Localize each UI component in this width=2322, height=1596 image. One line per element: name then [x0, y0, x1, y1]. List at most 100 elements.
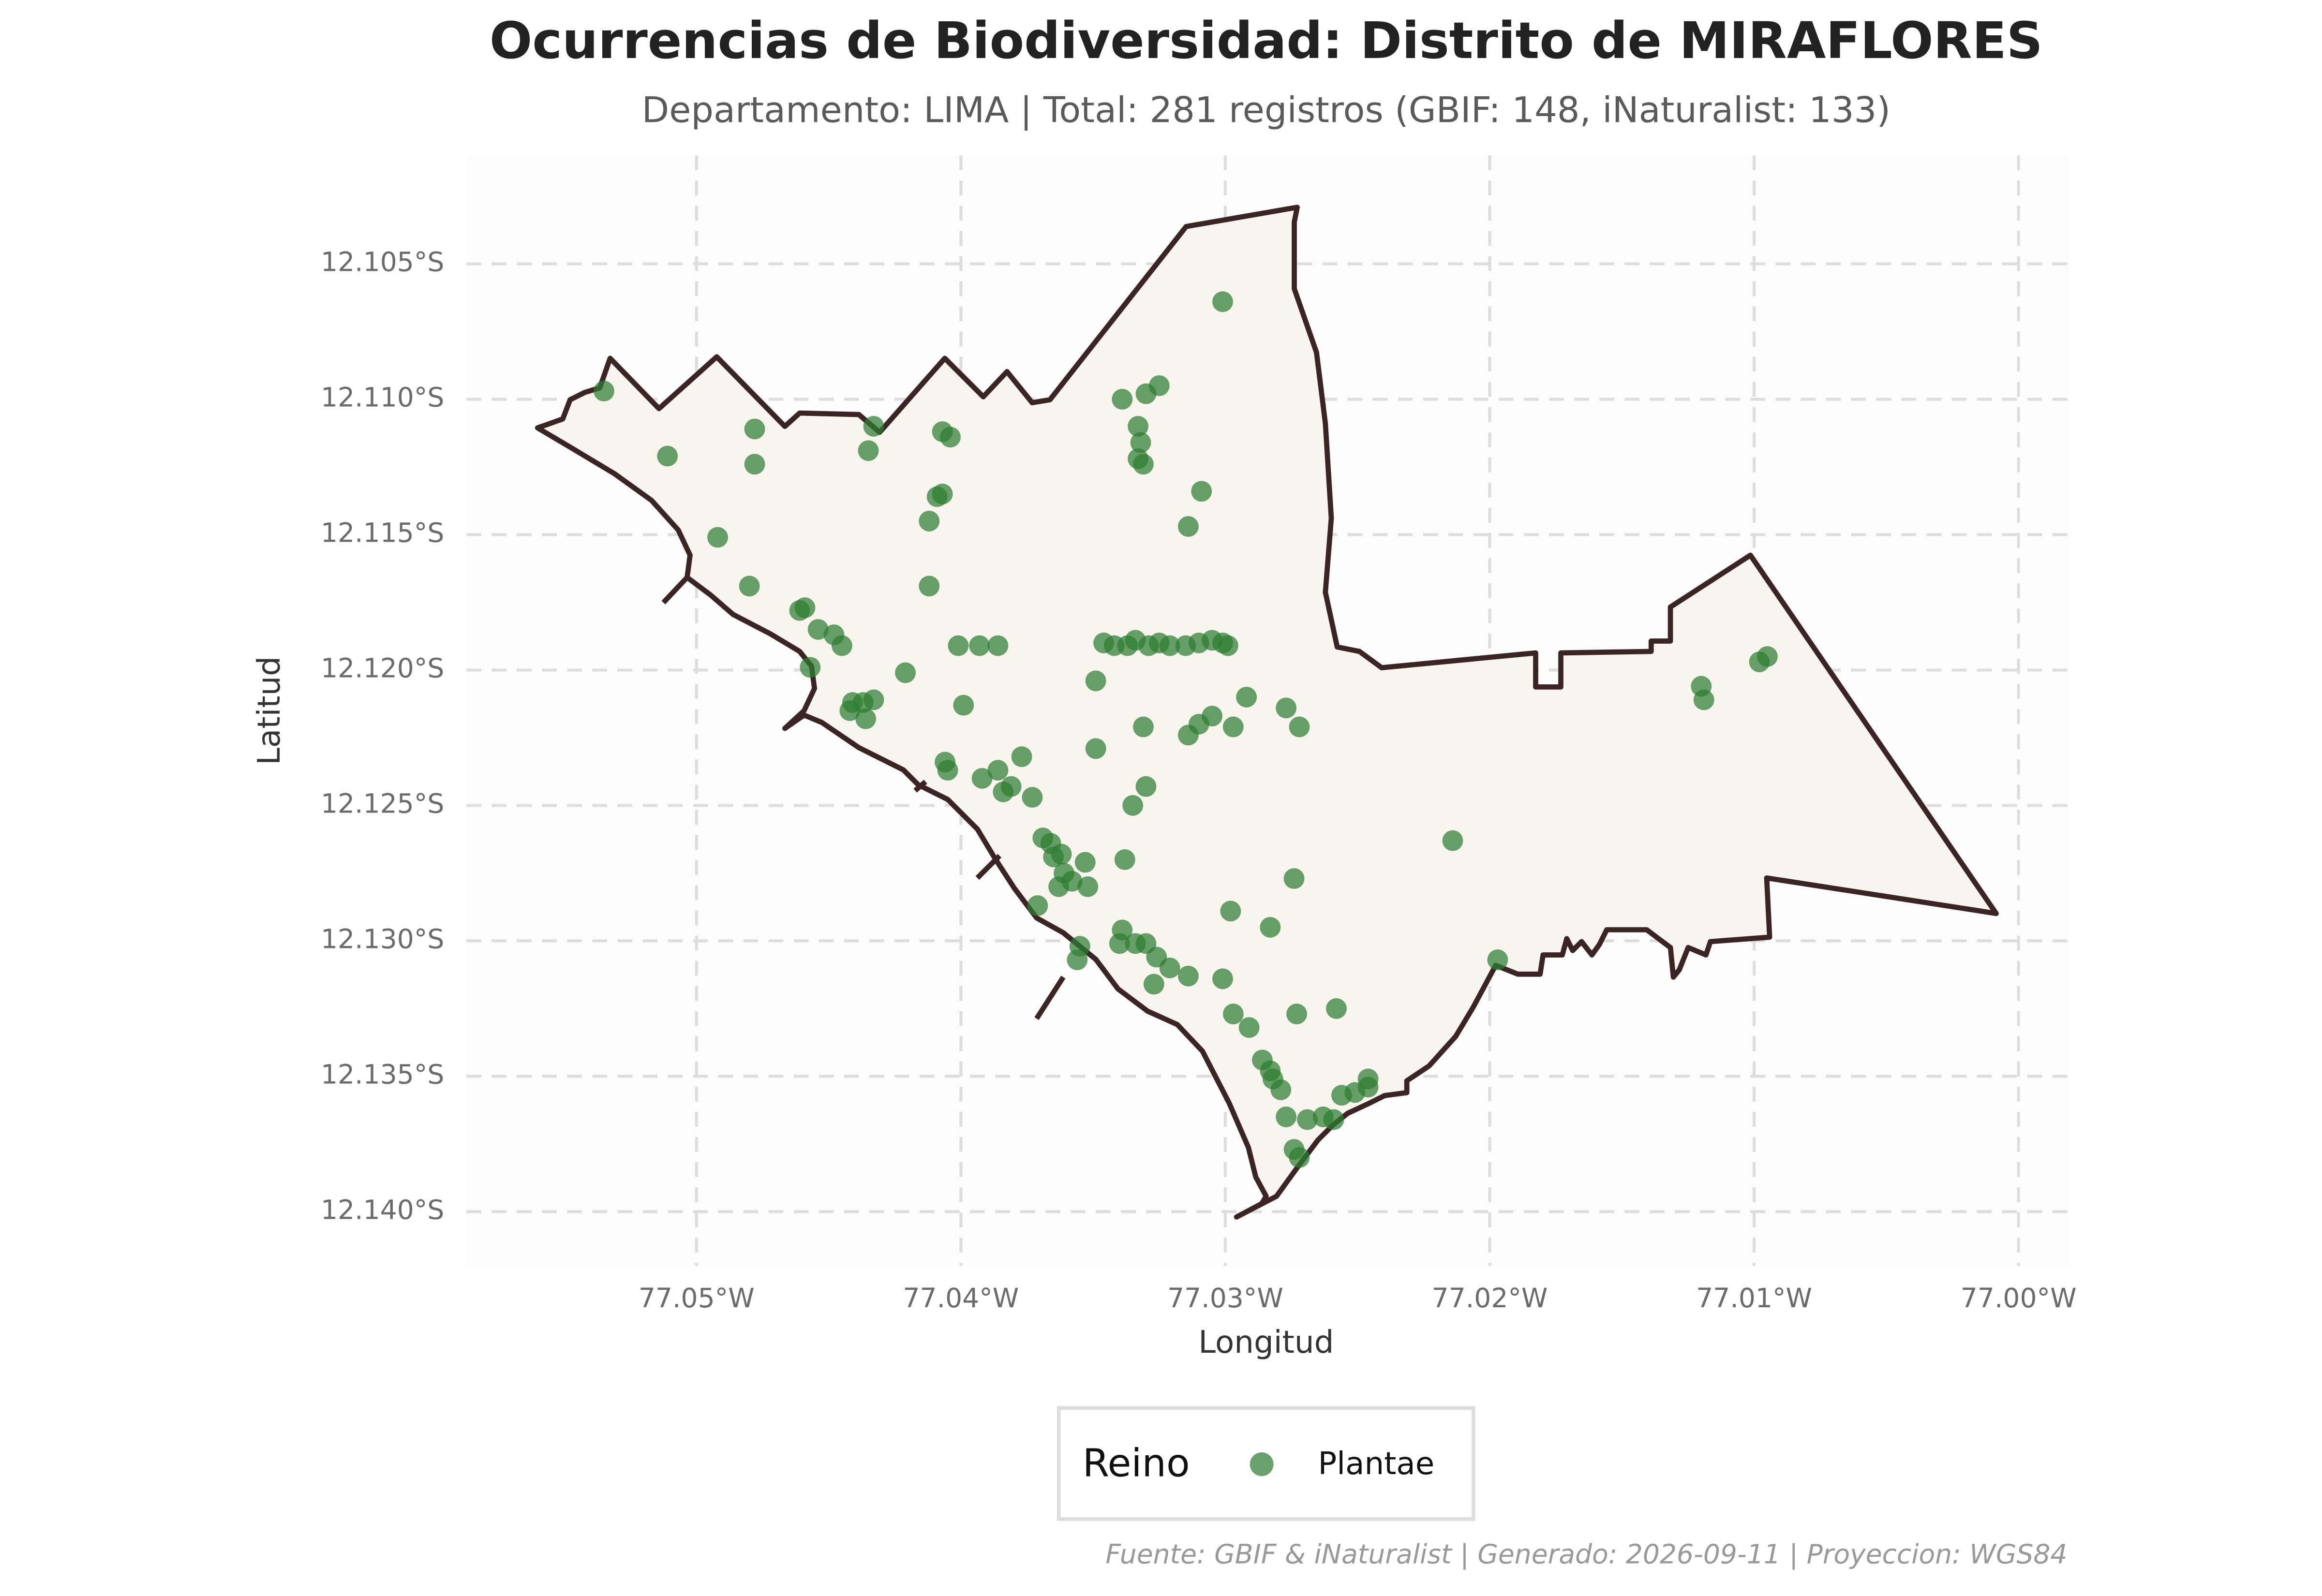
- occurrence-point: [1326, 998, 1347, 1019]
- occurrence-point: [1296, 1109, 1318, 1130]
- occurrence-point: [1217, 635, 1238, 656]
- y-axis-label: Latitud: [251, 656, 287, 765]
- occurrence-point: [863, 689, 884, 710]
- occurrence-point: [1220, 901, 1241, 922]
- occurrence-point: [987, 635, 1009, 656]
- occurrence-point: [1077, 876, 1099, 897]
- occurrence-point: [1011, 746, 1032, 768]
- occurrence-point: [1109, 933, 1130, 954]
- occurrence-point: [1074, 852, 1096, 873]
- occurrence-point: [1757, 646, 1778, 667]
- occurrence-point: [971, 768, 993, 789]
- occurrence-point: [1135, 776, 1157, 797]
- occurrence-point: [839, 700, 861, 721]
- occurrence-point: [800, 657, 821, 678]
- district-boundary: [535, 205, 1999, 1220]
- occurrence-point: [1442, 830, 1463, 851]
- occurrence-point: [863, 415, 884, 437]
- occurrence-point: [1000, 776, 1022, 797]
- occurrence-point: [744, 454, 765, 475]
- occurrence-point: [1693, 689, 1714, 710]
- occurrence-point: [1133, 716, 1154, 738]
- occurrence-point: [1487, 949, 1508, 970]
- legend-label: Plantae: [1318, 1446, 1434, 1482]
- occurrence-point: [1212, 968, 1233, 990]
- occurrence-point: [1357, 1068, 1379, 1090]
- occurrence-point: [1222, 1004, 1244, 1024]
- occurrence-point: [707, 527, 728, 548]
- occurrence-point: [739, 576, 760, 597]
- y-tick-label: 12.140°S: [321, 1194, 444, 1225]
- occurrence-point: [937, 760, 958, 781]
- occurrence-point: [1178, 965, 1199, 987]
- occurrence-point: [1289, 1147, 1310, 1168]
- occurrence-point: [1114, 849, 1135, 870]
- occurrence-point: [807, 619, 829, 640]
- y-tick-label: 12.110°S: [321, 382, 444, 413]
- x-tick-label: 77.01°W: [1696, 1283, 1812, 1314]
- occurrence-point: [919, 576, 940, 597]
- occurrence-point: [969, 635, 990, 656]
- occurrence-point: [1112, 388, 1133, 410]
- occurrence-point: [1027, 895, 1048, 916]
- occurrence-point: [657, 445, 678, 467]
- occurrence-point: [940, 427, 961, 448]
- occurrence-point: [1159, 957, 1180, 978]
- occurrence-point: [1133, 454, 1154, 475]
- y-tick-label: 12.135°S: [321, 1059, 444, 1090]
- legend: Reino Plantae: [1057, 1406, 1475, 1521]
- chart-title: Ocurrencias de Biodiversidad: Distrito d…: [490, 11, 2043, 70]
- occurrence-point: [794, 597, 816, 619]
- occurrence-point: [1323, 1109, 1344, 1130]
- y-tick-label: 12.115°S: [321, 517, 444, 548]
- occurrence-point: [919, 510, 940, 532]
- footnote: Fuente: GBIF & iNaturalist | Generado: 2…: [1105, 1538, 2067, 1570]
- x-tick-label: 77.03°W: [1167, 1283, 1283, 1314]
- points: [594, 291, 1778, 1168]
- x-tick-label: 77.05°W: [639, 1283, 755, 1314]
- occurrence-point: [1212, 291, 1233, 312]
- y-tick-label: 12.105°S: [321, 247, 444, 278]
- x-tick-label: 77.00°W: [1961, 1283, 2077, 1314]
- y-tick-label: 12.125°S: [321, 788, 444, 819]
- x-tick-label: 77.02°W: [1432, 1283, 1548, 1314]
- occurrence-point: [1122, 795, 1144, 816]
- occurrence-point: [1286, 1004, 1307, 1024]
- occurrence-point: [895, 662, 916, 683]
- occurrence-point: [1067, 949, 1088, 970]
- occurrence-point: [1222, 716, 1244, 738]
- occurrence-point: [855, 708, 877, 729]
- occurrence-point: [1148, 375, 1170, 396]
- boundary: [535, 205, 1999, 1220]
- occurrence-point: [1178, 516, 1199, 537]
- occurrence-point: [1270, 1079, 1292, 1100]
- occurrence-point: [858, 440, 879, 461]
- y-tick-label: 12.130°S: [321, 923, 444, 954]
- occurrence-point: [1085, 670, 1106, 692]
- legend-marker: [1250, 1452, 1274, 1477]
- occurrence-point: [987, 760, 1009, 781]
- occurrence-point: [1283, 868, 1305, 889]
- occurrence-point: [1178, 724, 1199, 746]
- occurrence-point: [948, 635, 969, 656]
- occurrence-point: [926, 486, 948, 507]
- occurrence-point: [1238, 1017, 1260, 1038]
- occurrence-point: [1260, 916, 1281, 938]
- occurrence-point: [1061, 871, 1083, 892]
- occurrence-point: [1085, 738, 1106, 759]
- chart-subtitle: Departamento: LIMA | Total: 281 registro…: [642, 90, 1890, 131]
- occurrence-point: [1159, 635, 1180, 656]
- x-axis-label: Longitud: [1198, 1324, 1334, 1360]
- occurrence-point: [1051, 843, 1072, 865]
- y-tick-label: 12.120°S: [321, 653, 444, 684]
- occurrence-point: [1276, 1106, 1297, 1127]
- occurrence-point: [1276, 697, 1297, 719]
- occurrence-point: [744, 418, 765, 440]
- occurrence-point: [594, 381, 614, 402]
- occurrence-point: [831, 635, 852, 656]
- occurrence-point: [1130, 432, 1151, 453]
- occurrence-point: [1191, 481, 1212, 502]
- x-tick-label: 77.04°W: [903, 1283, 1019, 1314]
